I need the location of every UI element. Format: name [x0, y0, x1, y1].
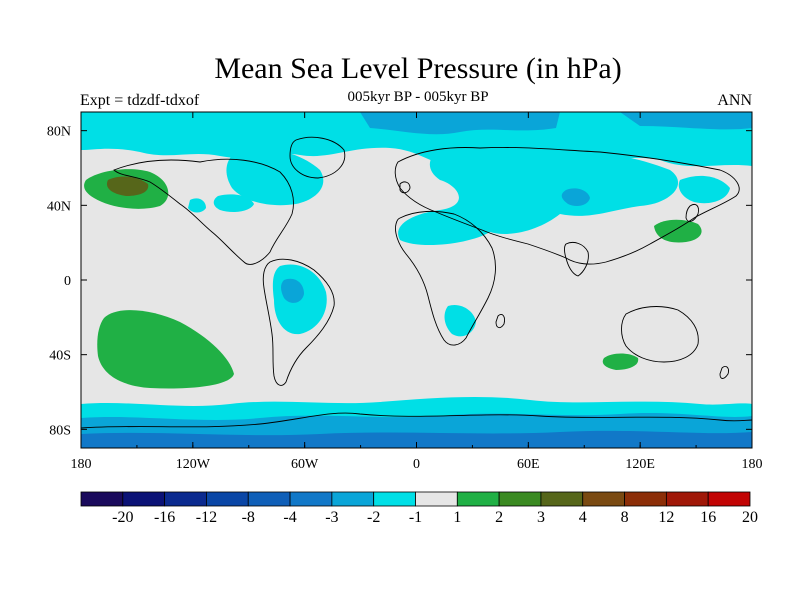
- colorbar-swatch: [415, 491, 458, 507]
- colorbar-swatch: [540, 491, 584, 507]
- lat-tick-label: 40S: [49, 349, 71, 364]
- lon-tick-label: 60E: [517, 457, 540, 472]
- contour-greenland: [226, 148, 324, 206]
- coast-madagascar: [495, 313, 505, 329]
- contour-arctic-inner: [360, 112, 560, 135]
- season-label: ANN: [717, 92, 752, 109]
- colorbar-label: -12: [196, 509, 217, 526]
- lat-tick-label: 80S: [49, 423, 71, 438]
- map-title: Mean Sea Level Pressure (in hPa): [214, 52, 622, 85]
- coast-australia: [621, 306, 699, 363]
- coast-africa: [395, 210, 496, 346]
- colorbar-label: 3: [537, 509, 545, 526]
- colorbar-swatch: [373, 491, 416, 507]
- lon-tick-label: 120W: [176, 457, 211, 472]
- map-background: [81, 112, 752, 448]
- coast-japan: [685, 203, 699, 222]
- colorbar-label: -16: [154, 509, 175, 526]
- colorbar-label: -8: [242, 509, 255, 526]
- map-subtitle: 005kyr BP - 005kyr BP: [347, 89, 489, 105]
- experiment-label: Expt = tdzdf-tdxof: [80, 92, 200, 109]
- lat-tick-label: 40N: [47, 199, 71, 214]
- lon-tick-label: 120E: [625, 457, 655, 472]
- contour-east-asia: [678, 175, 730, 204]
- colorbar-label: 12: [658, 509, 674, 526]
- contour-japan-pos: [654, 219, 702, 243]
- colorbar-swatch: [582, 491, 625, 507]
- contour-siberia: [561, 188, 590, 206]
- colorbar-swatch: [289, 491, 333, 507]
- contour-pacific-nw: [188, 198, 206, 213]
- lon-tick-label: 60W: [291, 457, 319, 472]
- contour-south-africa: [444, 304, 476, 337]
- coast-new-zealand: [719, 365, 729, 379]
- contour-indian-ocean-pos: [602, 353, 639, 370]
- colorbar-swatch: [665, 491, 709, 507]
- coast-greenland: [289, 136, 346, 179]
- colorbar-label: -4: [283, 509, 296, 526]
- colorbar-swatch: [707, 491, 751, 507]
- colorbar-swatch: [498, 491, 542, 507]
- contour-south-america-core: [281, 278, 304, 303]
- colorbar-label: -1: [409, 509, 422, 526]
- coast-india: [564, 241, 589, 277]
- lon-tick-label: 0: [413, 457, 420, 472]
- colorbar-label: 2: [495, 509, 503, 526]
- coast-antarctica: [81, 412, 752, 429]
- colorbar-label: 1: [453, 509, 461, 526]
- colorbar: -20 -16 -12 -8 -4 -3 -2 -1 1 2 3 4 8 12 16 20: [80, 491, 758, 526]
- contour-south-pacific-pos: [97, 310, 234, 389]
- coast-europe-asia: [394, 147, 740, 265]
- contour-arctic-east: [620, 112, 752, 130]
- lat-tick-label: 80N: [47, 125, 71, 140]
- contour-north-pacific-pos-core: [106, 176, 149, 196]
- colorbar-label: 20: [742, 509, 758, 526]
- colorbar-label: 8: [621, 509, 629, 526]
- coast-north-america: [113, 158, 294, 265]
- lat-ticks: 80N 40N 0 40S 80S: [47, 125, 752, 438]
- colorbar-swatch: [247, 491, 291, 507]
- lon-tick-label: 180: [71, 457, 92, 472]
- lon-tick-label: 180: [742, 457, 763, 472]
- colorbar-swatch: [331, 491, 375, 507]
- coastlines: [81, 136, 752, 429]
- map-panel: [81, 112, 752, 448]
- lon-ticks: 180 120W 60W 0 60E 120E 180: [71, 112, 763, 472]
- contour-antarctic-core: [81, 430, 752, 448]
- lat-tick-label: 0: [64, 274, 71, 289]
- colorbar-label: -3: [325, 509, 338, 526]
- colorbar-swatch: [206, 491, 249, 507]
- colorbar-swatch: [122, 491, 166, 507]
- colorbar-label: -20: [112, 509, 133, 526]
- colorbar-swatch: [80, 491, 124, 507]
- colorbar-swatch: [164, 491, 207, 507]
- colorbar-label: 16: [700, 509, 716, 526]
- colorbar-swatch: [624, 491, 667, 507]
- contour-nw-atlantic: [213, 194, 254, 212]
- coast-uk: [399, 181, 411, 194]
- colorbar-label: -2: [367, 509, 380, 526]
- colorbar-label: 4: [579, 509, 587, 526]
- coast-south-america: [262, 258, 335, 386]
- colorbar-swatch: [456, 491, 500, 507]
